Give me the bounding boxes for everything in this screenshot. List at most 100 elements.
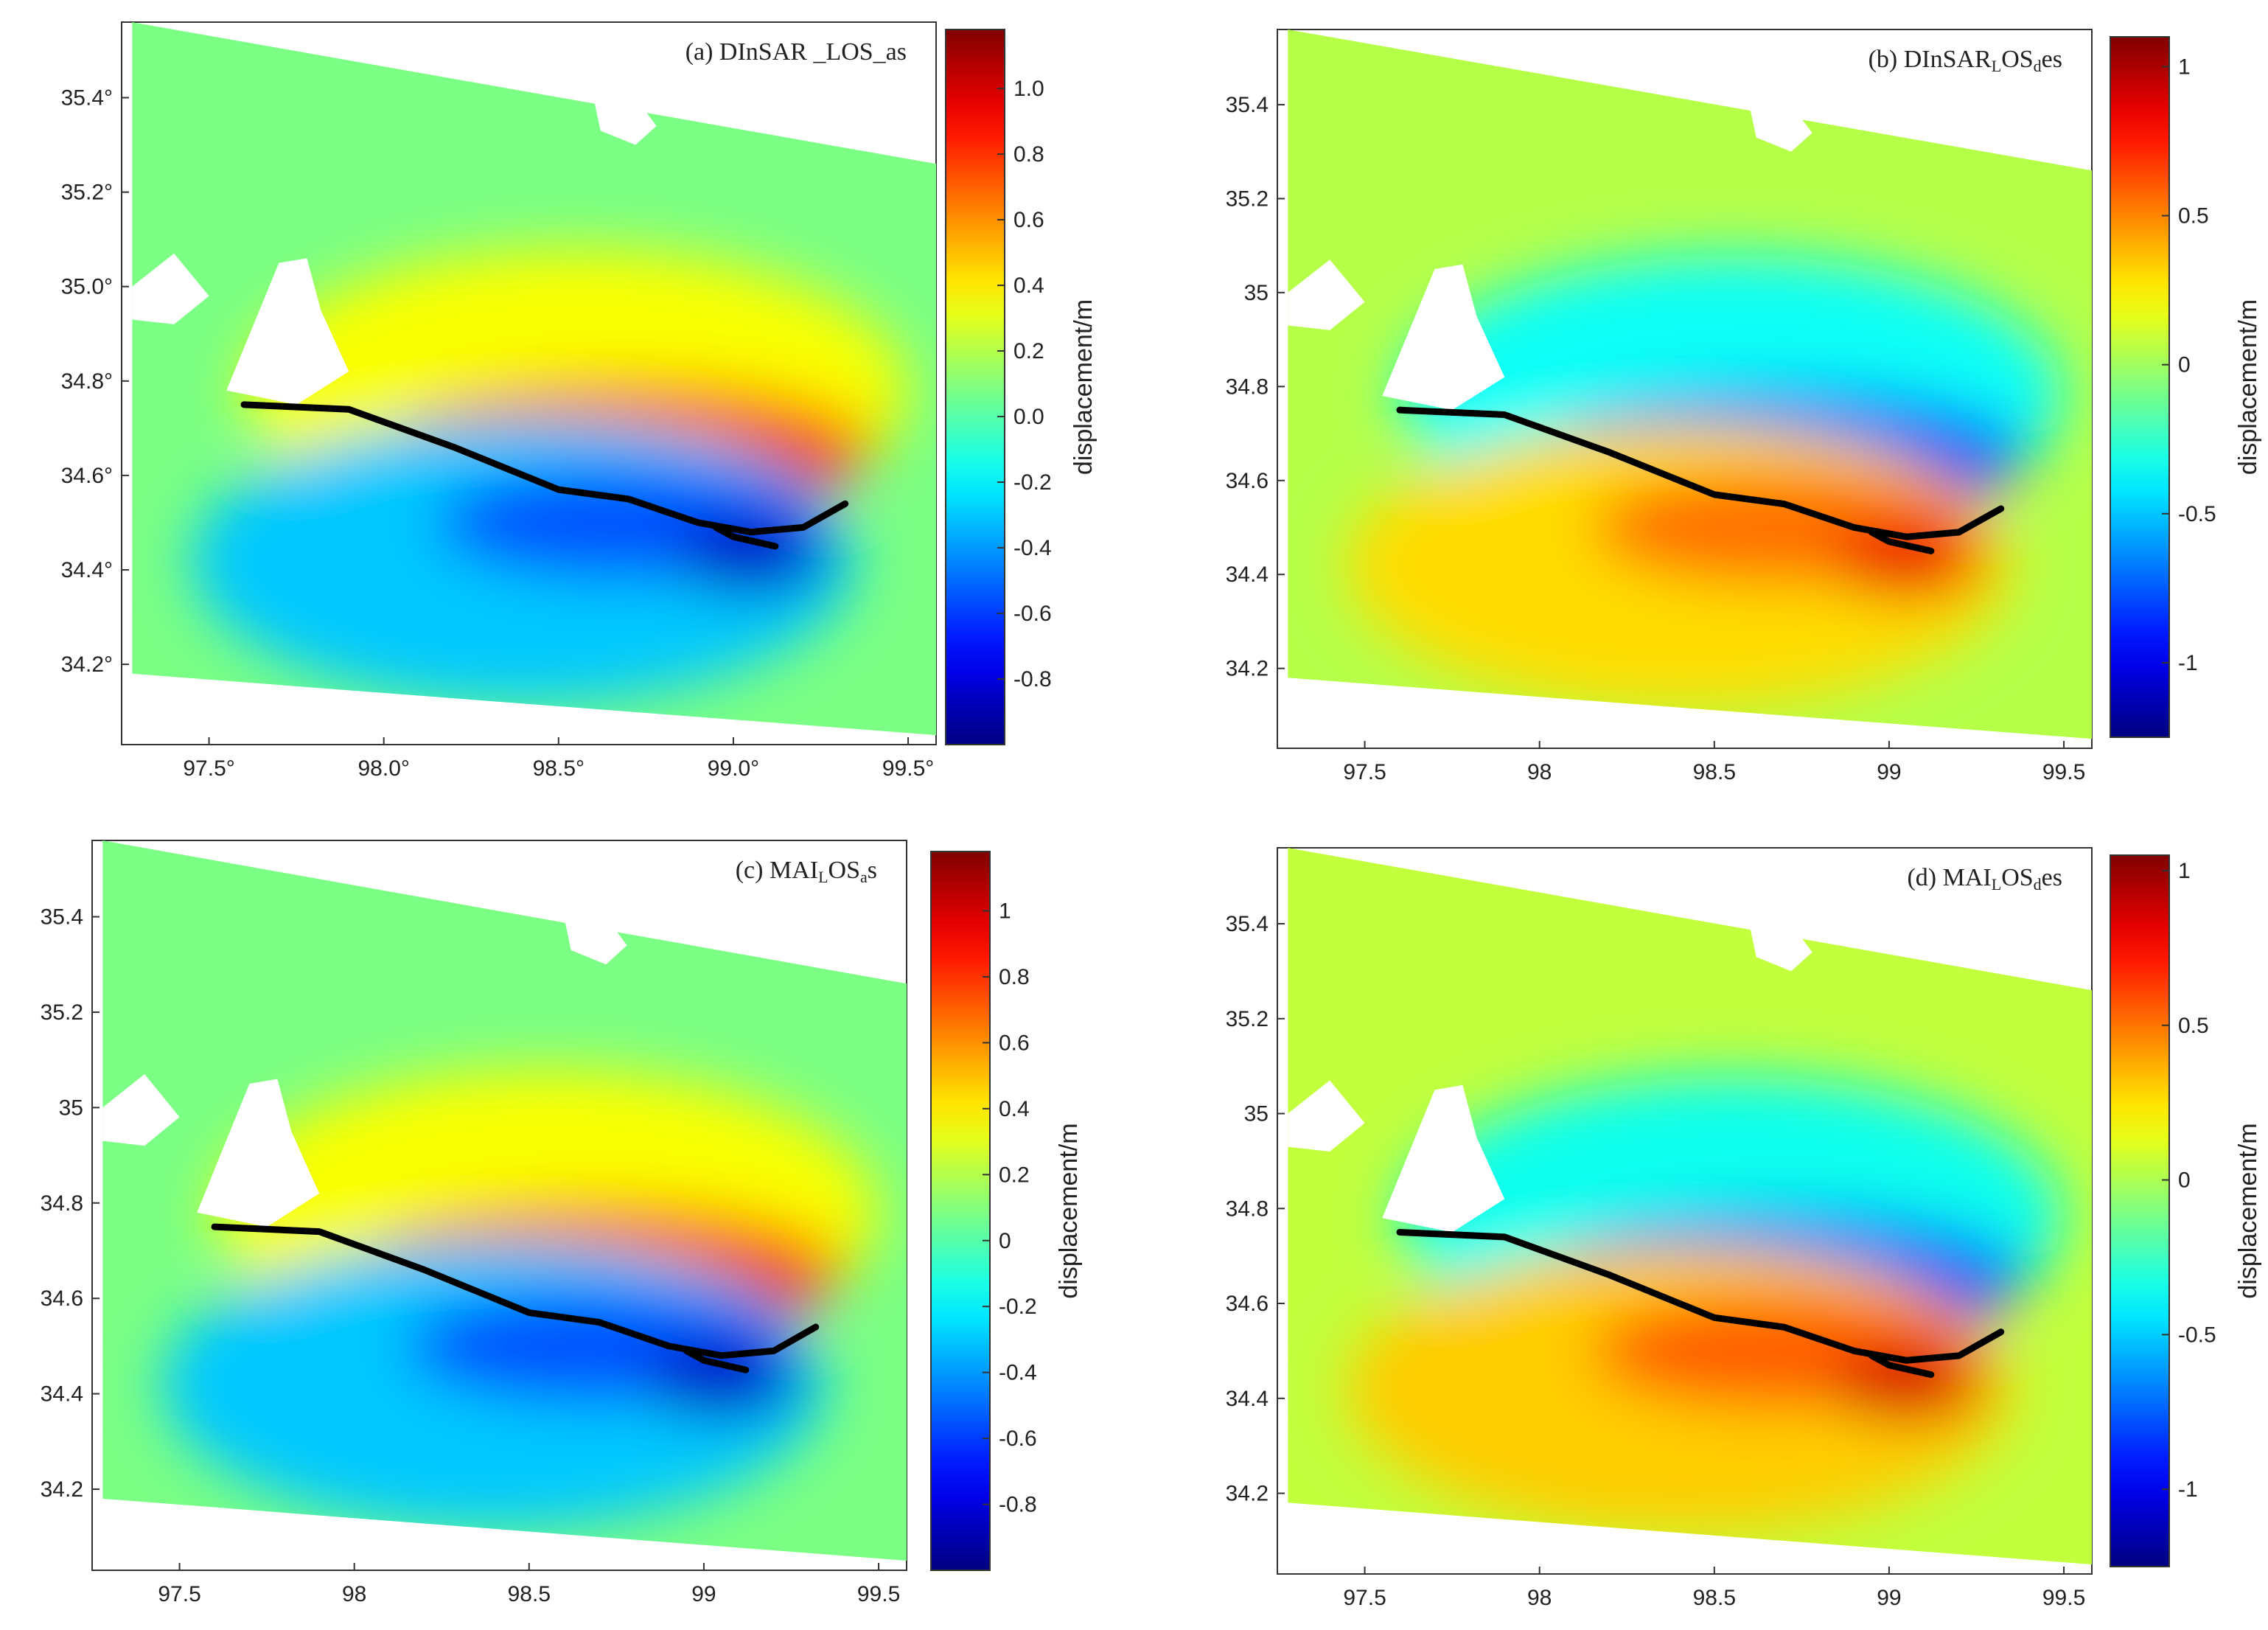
y-tick-label: 35.2 bbox=[41, 1000, 83, 1025]
no-data-patch-2 bbox=[1288, 1080, 1365, 1152]
no-data-patch-2 bbox=[132, 253, 209, 324]
fault-branch bbox=[712, 523, 779, 550]
no-data-patch-2 bbox=[102, 1074, 180, 1146]
y-tick-label: 35.4 bbox=[41, 905, 83, 930]
fault-trace bbox=[211, 1223, 820, 1359]
colorbar-tick-label: -0.6 bbox=[999, 1427, 1037, 1451]
colorbar-tick-label: -0.5 bbox=[2178, 1323, 2216, 1347]
colorbar-tick-label: 0 bbox=[2178, 353, 2191, 377]
no-data-areas bbox=[132, 78, 657, 405]
colorbar-label: displacement/m bbox=[2234, 299, 2262, 475]
x-tick-label: 99.5 bbox=[2042, 1586, 2085, 1610]
colorbar bbox=[2110, 854, 2170, 1567]
x-tick-label: 98 bbox=[1527, 760, 1552, 784]
x-tick-label: 97.5 bbox=[158, 1582, 200, 1606]
colorbar-tick-label: 0.0 bbox=[1013, 405, 1044, 429]
y-tick-label: 35.4 bbox=[1226, 912, 1269, 936]
title-text: OS bbox=[2001, 46, 2034, 73]
title-text: s bbox=[867, 857, 877, 884]
x-tick-label: 98.5 bbox=[508, 1582, 551, 1606]
colorbar-tick-label: 1 bbox=[2178, 859, 2191, 883]
x-tick-label: 99 bbox=[691, 1582, 716, 1606]
x-tick-label: 99.5 bbox=[857, 1582, 900, 1606]
displacement-field bbox=[1288, 848, 2092, 1565]
colorbar-tick-label: -1 bbox=[2178, 1477, 2198, 1502]
y-tick-label: 35 bbox=[1244, 281, 1269, 305]
panel-b: 97.5 98 98.5 99 99.5 34.2 34.4 34.6 34.8 35 35.2 35… bbox=[1134, 0, 2267, 811]
x-tick-label: 99 bbox=[1877, 760, 1901, 784]
panel-d: 97.5 98 98.5 99 99.5 34.2 34.4 34.6 34.8 35 35.2 35… bbox=[1134, 818, 2267, 1629]
colorbar-tick-label: -0.2 bbox=[999, 1295, 1037, 1319]
title-text: OS bbox=[2001, 864, 2034, 891]
colorbar-tick-label: -0.8 bbox=[999, 1493, 1037, 1517]
title-subscript: L bbox=[818, 868, 828, 886]
x-tick-label: 97.5° bbox=[183, 756, 234, 781]
x-tick-label: 98.5 bbox=[1693, 1586, 1736, 1610]
fault-branch bbox=[683, 1347, 750, 1373]
colorbar-tick-label: 0 bbox=[999, 1229, 1011, 1253]
no-data-patch-1 bbox=[197, 1079, 320, 1227]
title-text: OS bbox=[828, 857, 860, 884]
panel-a: 97.5° 98.0° 98.5° 99.0° 99.5° 34.2° 34.4° 34.6°… bbox=[0, 0, 1134, 811]
title-text: es bbox=[2041, 864, 2062, 891]
y-tick-label: 34.6 bbox=[1226, 469, 1269, 493]
x-tick-label: 98.5° bbox=[533, 756, 585, 781]
y-tick-label: 35.2 bbox=[1226, 1007, 1269, 1031]
y-tick-label: 35.0° bbox=[61, 275, 113, 299]
colorbar-tick-label: -1 bbox=[2178, 651, 2198, 675]
colorbar-tick-label: -0.8 bbox=[1013, 667, 1052, 692]
x-tick-label: 99 bbox=[1877, 1586, 1901, 1610]
colorbar-tick-label: 0.2 bbox=[999, 1163, 1030, 1187]
title-subscript: d bbox=[2033, 875, 2042, 894]
y-tick-label: 34.4 bbox=[41, 1382, 83, 1407]
title-text: es bbox=[2041, 46, 2062, 73]
deformation-lobe-6 bbox=[674, 518, 828, 594]
displacement-field bbox=[102, 840, 907, 1561]
y-tick-label: 34.4 bbox=[1226, 1387, 1269, 1411]
displacement-field bbox=[132, 22, 937, 736]
x-tick-label: 98.5 bbox=[1693, 760, 1736, 784]
fault-trace bbox=[1396, 1228, 2005, 1364]
colorbar-tick-label: -0.6 bbox=[1013, 602, 1052, 626]
chart-svg: 97.5 98 98.5 99 99.5 34.2 34.4 34.6 34.8 35 35.2 35… bbox=[1226, 29, 2262, 784]
no-data-patch-1 bbox=[1382, 264, 1505, 411]
panel-title: (a) DInSAR _LOS_as bbox=[685, 38, 907, 66]
y-tick-label: 34.2 bbox=[1226, 1482, 1269, 1506]
x-tick-label: 98 bbox=[1527, 1586, 1552, 1610]
deformation-lobe-6 bbox=[644, 1341, 798, 1418]
colorbar-tick-label: -0.4 bbox=[1013, 536, 1052, 560]
colorbar-tick-label: 0.5 bbox=[2178, 1014, 2209, 1038]
title-text: (b) DInSAR bbox=[1868, 46, 1992, 73]
x-tick-label: 99.5° bbox=[882, 756, 934, 781]
y-tick-label: 34.2 bbox=[41, 1477, 83, 1502]
y-tick-label: 34.4 bbox=[1226, 563, 1269, 587]
y-tick-label: 34.8 bbox=[1226, 375, 1269, 399]
y-tick-label: 35 bbox=[1244, 1102, 1269, 1126]
colorbar-tick-label: 0.6 bbox=[999, 1031, 1030, 1055]
fault-trace bbox=[240, 401, 849, 536]
colorbar-label: displacement/m bbox=[1055, 1123, 1083, 1298]
y-tick-label: 34.2 bbox=[1226, 657, 1269, 681]
y-tick-label: 34.8 bbox=[1226, 1197, 1269, 1221]
panel-c: 97.5 98 98.5 99 99.5 34.2 34.4 34.6 34.8 35 35.2 35… bbox=[0, 818, 1134, 1629]
y-tick-label: 35.4 bbox=[1226, 93, 1269, 117]
displacement-field bbox=[1288, 29, 2092, 739]
y-tick-label: 35.2° bbox=[61, 181, 113, 205]
colorbar bbox=[930, 851, 991, 1571]
colorbar bbox=[945, 29, 1005, 745]
title-subscript: L bbox=[1991, 57, 2002, 75]
colorbar-tick-label: 0.2 bbox=[1013, 339, 1044, 363]
colorbar-tick-label: 1 bbox=[2178, 55, 2191, 79]
no-data-patch-2 bbox=[1288, 260, 1365, 330]
x-tick-label: 97.5 bbox=[1343, 1586, 1386, 1610]
y-tick-label: 35.4° bbox=[61, 86, 113, 110]
colorbar bbox=[2110, 36, 2170, 738]
title-subscript: L bbox=[1991, 875, 2002, 894]
no-data-patch-1 bbox=[1382, 1084, 1505, 1233]
y-tick-label: 35.2 bbox=[1226, 187, 1269, 211]
colorbar-tick-label: -0.4 bbox=[999, 1361, 1037, 1385]
y-tick-label: 34.2° bbox=[61, 652, 113, 677]
colorbar-tick-label: 0.4 bbox=[1013, 274, 1044, 298]
y-tick-label: 34.6 bbox=[41, 1286, 83, 1311]
fault-trace bbox=[1396, 406, 2005, 540]
